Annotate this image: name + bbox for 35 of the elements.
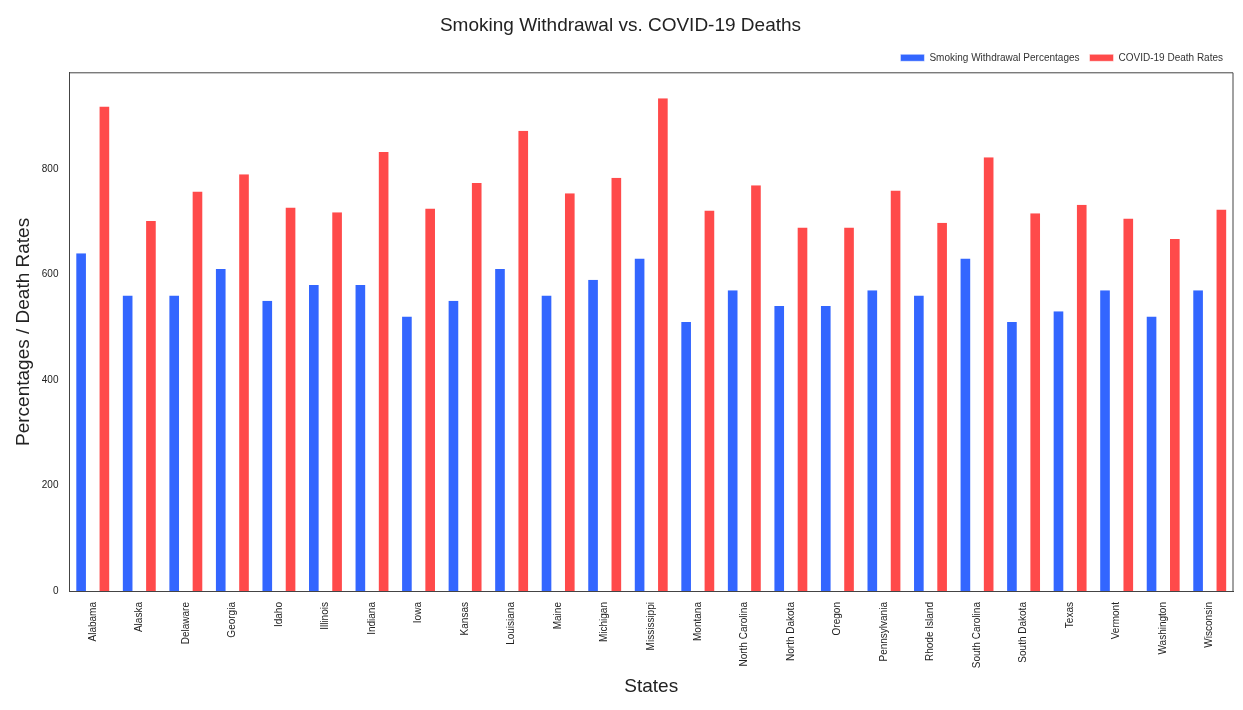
x-tick-label: Washington (1156, 602, 1168, 655)
x-tick-label: Idaho (272, 601, 284, 628)
chart-title: Smoking Withdrawal vs. COVID-19 Deaths (439, 13, 802, 35)
legend-label: COVID-19 Death Rates (1118, 51, 1224, 63)
x-tick-label: Pennsylvania (877, 601, 889, 662)
y-tick-label: 0 (52, 584, 59, 596)
y-tick-label: 200 (41, 479, 59, 491)
x-tick-label: Louisiana (505, 601, 517, 645)
legend-label: Smoking Withdrawal Percentages (929, 51, 1080, 63)
x-tick-label: Delaware (179, 601, 191, 645)
x-tick-label: Iowa (412, 601, 424, 624)
x-tick-label: Georgia (226, 601, 238, 638)
x-tick-label: Indiana (365, 601, 377, 635)
x-tick-label: North Dakota (784, 601, 796, 661)
x-tick-label: Illinois (319, 602, 331, 630)
x-tick-label: Kansas (458, 602, 470, 636)
x-tick-label: Mississippi (644, 602, 656, 651)
x-tick-label: South Dakota (1017, 601, 1029, 663)
y-tick-label: 400 (41, 373, 59, 385)
x-tick-label: Maine (551, 601, 563, 630)
y-tick-label: 600 (41, 268, 59, 280)
x-tick-label: Wisconsin (1203, 602, 1215, 648)
x-tick-label: Alaska (133, 601, 145, 633)
x-tick-label: Oregon (831, 602, 843, 636)
x-axis-title: States (624, 674, 679, 696)
x-tick-label: North Carolina (738, 601, 750, 667)
y-axis-title: Percentages / Death Rates (11, 217, 33, 446)
x-tick-label: Vermont (1110, 601, 1122, 640)
x-tick-label: Michigan (598, 602, 610, 643)
x-tick-label: South Carolina (970, 601, 982, 669)
x-tick-label: Texas (1063, 602, 1075, 629)
x-tick-label: Rhode Island (924, 602, 936, 661)
x-tick-label: Montana (691, 601, 703, 641)
x-tick-label: Alabama (86, 601, 98, 642)
y-tick-label: 800 (41, 162, 59, 174)
